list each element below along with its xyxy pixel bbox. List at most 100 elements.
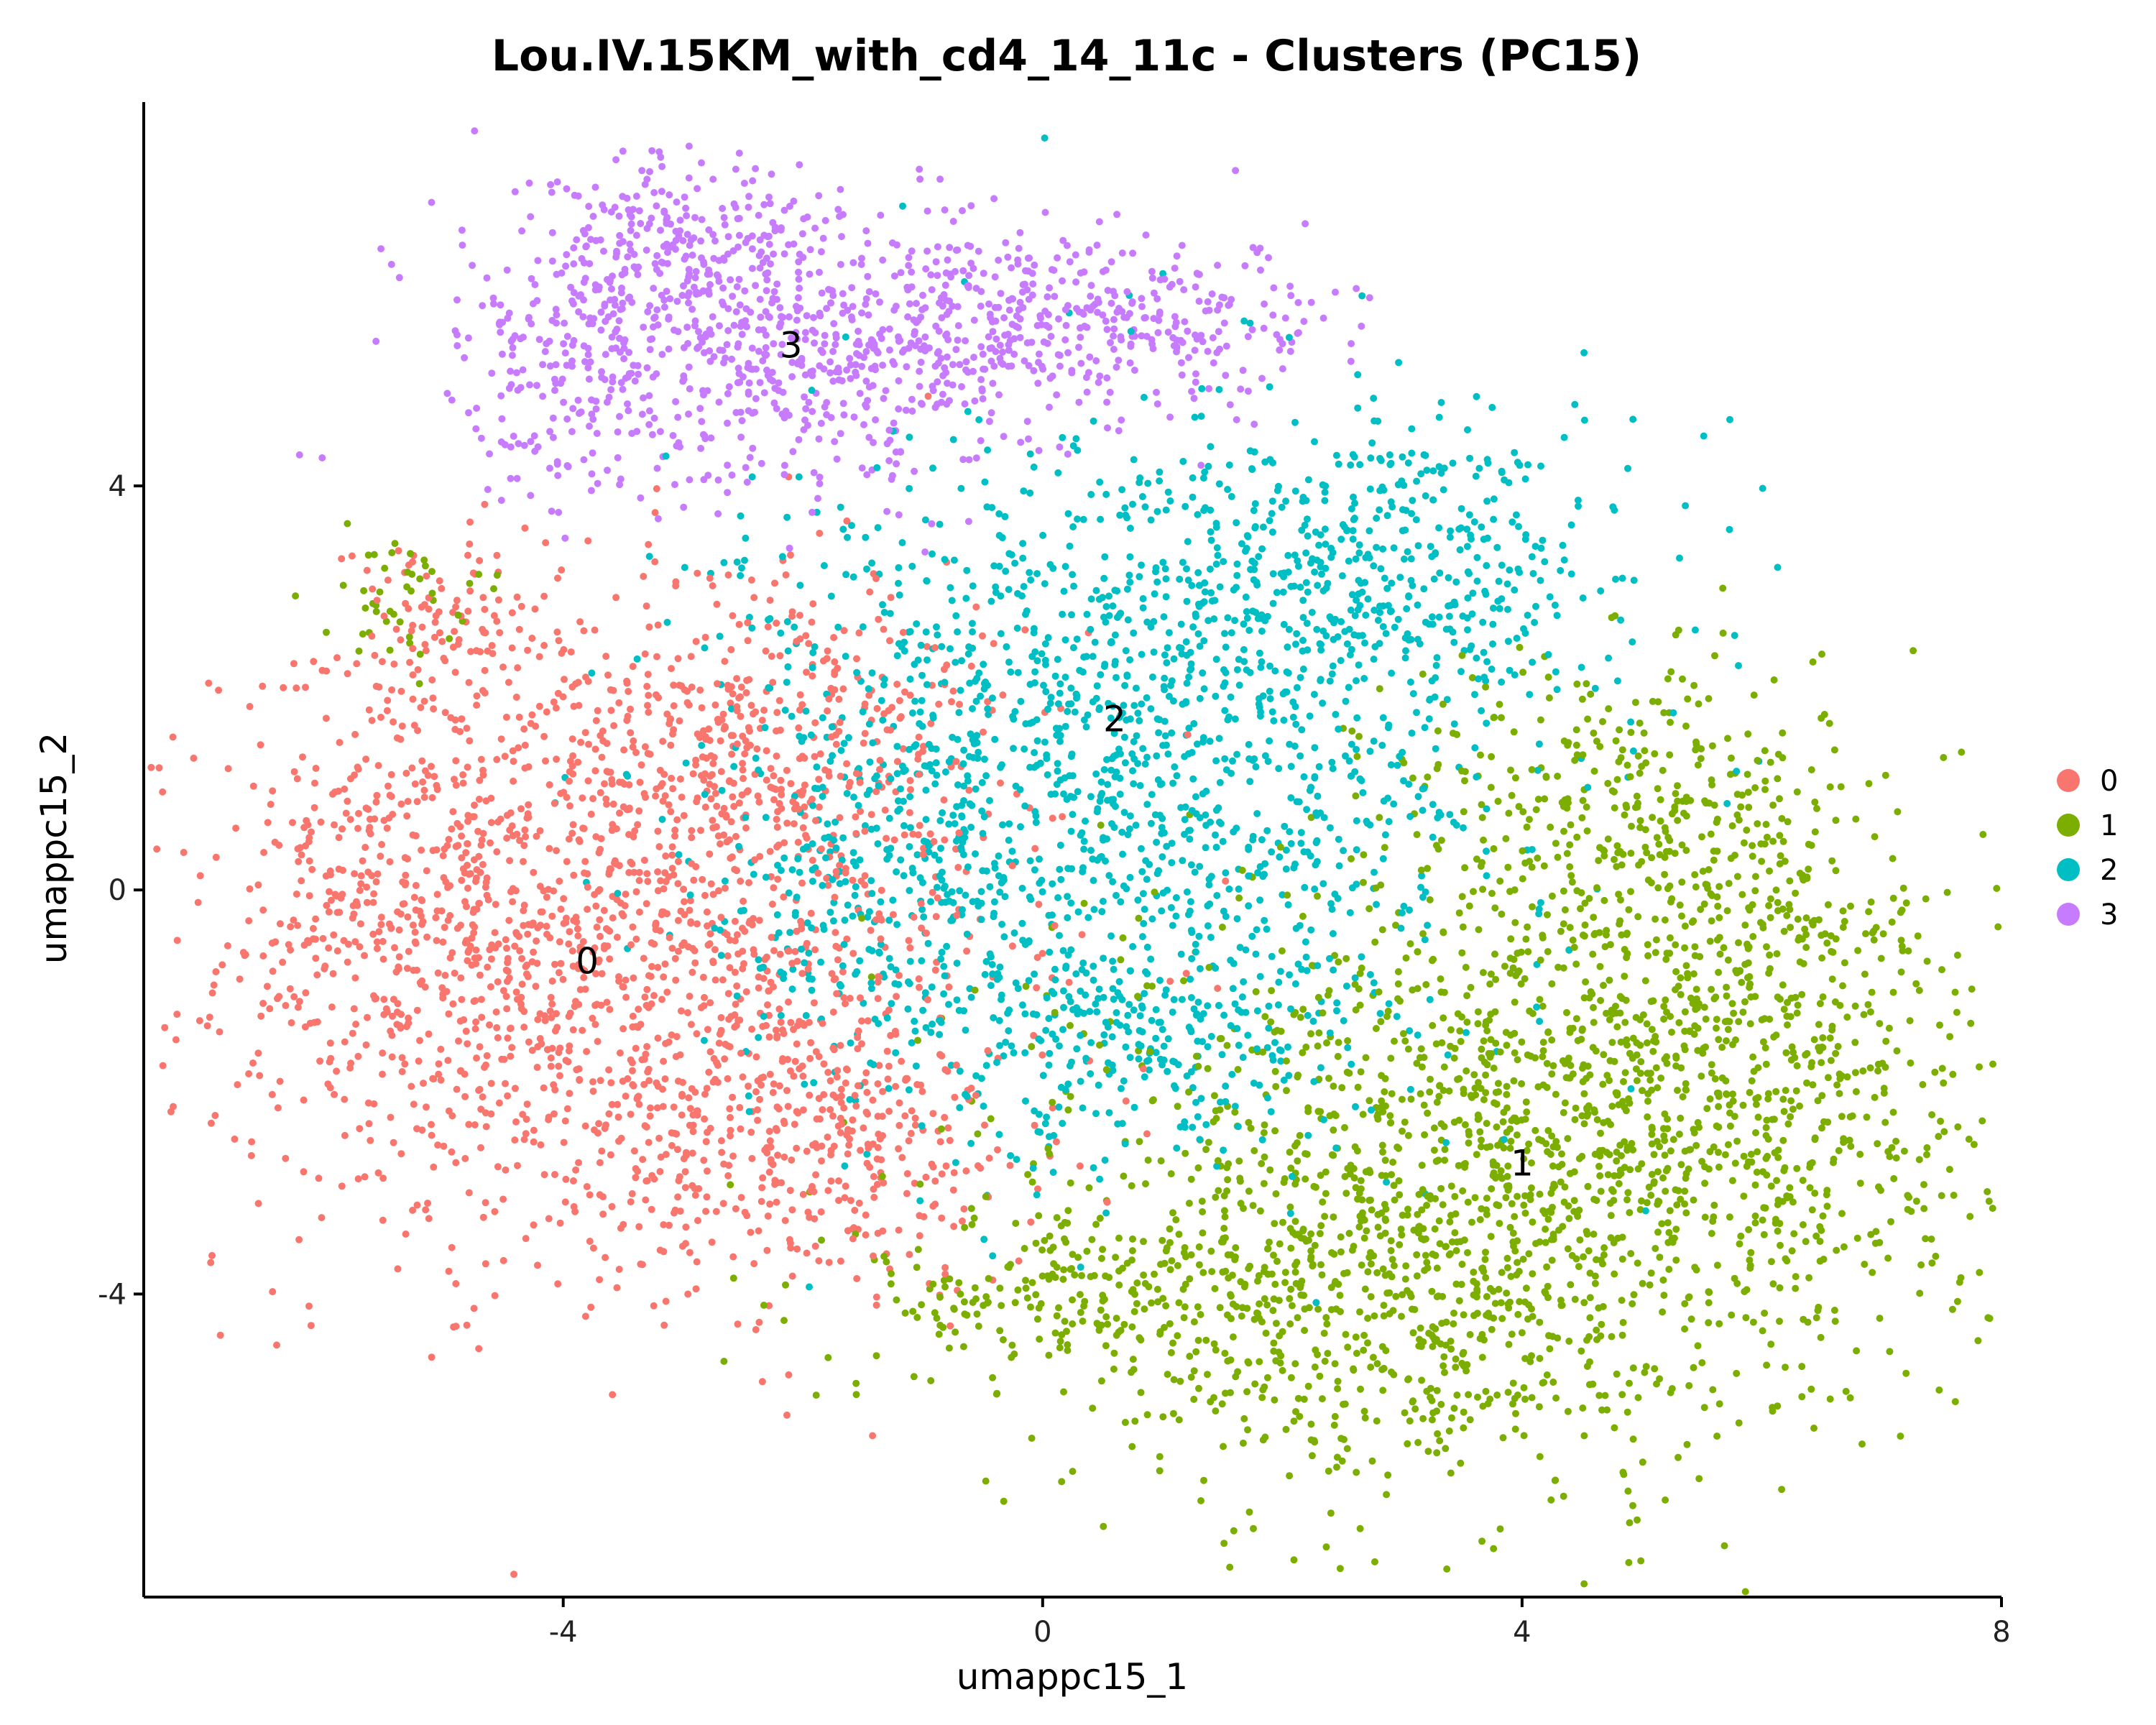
cell-point-cluster-1 — [1451, 1229, 1459, 1237]
cell-point-cluster-0 — [790, 1072, 798, 1080]
cell-point-cluster-0 — [452, 757, 460, 765]
cell-point-cluster-0 — [825, 695, 833, 703]
cell-point-cluster-0 — [333, 654, 341, 662]
cell-point-cluster-1 — [1713, 1432, 1721, 1440]
cell-point-cluster-0 — [524, 972, 532, 980]
cell-point-cluster-1 — [1623, 761, 1631, 769]
cell-point-cluster-2 — [1227, 693, 1235, 701]
cell-point-cluster-2 — [1012, 979, 1020, 987]
cell-point-cluster-2 — [1452, 578, 1460, 586]
cell-point-cluster-1 — [1249, 1202, 1257, 1210]
cell-point-cluster-2 — [820, 562, 828, 569]
cell-point-cluster-3 — [1143, 333, 1151, 340]
cell-point-cluster-2 — [1046, 948, 1054, 956]
cell-point-cluster-1 — [1433, 1098, 1441, 1106]
cell-point-cluster-0 — [356, 943, 364, 951]
cell-point-cluster-1 — [1475, 926, 1483, 934]
cell-point-cluster-2 — [996, 1041, 1003, 1049]
cell-point-cluster-0 — [635, 908, 643, 916]
cell-point-cluster-0 — [622, 1092, 630, 1100]
cell-point-cluster-0 — [1035, 901, 1043, 908]
cell-point-cluster-3 — [741, 287, 749, 295]
cell-point-cluster-3 — [975, 247, 982, 255]
cell-point-cluster-1 — [1733, 873, 1741, 880]
cell-point-cluster-2 — [1302, 579, 1310, 586]
cell-point-cluster-0 — [550, 799, 558, 807]
cell-point-cluster-1 — [1245, 1187, 1253, 1195]
cell-point-cluster-2 — [906, 793, 914, 801]
cell-point-cluster-3 — [737, 323, 745, 330]
cell-point-cluster-0 — [960, 1205, 968, 1213]
cell-point-cluster-2 — [1370, 395, 1378, 402]
cell-point-cluster-0 — [719, 1200, 727, 1208]
cell-point-cluster-1 — [1888, 918, 1896, 926]
cell-point-cluster-2 — [1490, 515, 1498, 523]
cell-point-cluster-2 — [1580, 416, 1588, 424]
cell-point-cluster-1 — [1493, 1201, 1501, 1209]
cell-point-cluster-0 — [591, 1126, 598, 1134]
cell-point-cluster-1 — [1535, 1136, 1543, 1144]
cell-point-cluster-3 — [608, 334, 616, 341]
cell-point-cluster-2 — [741, 556, 748, 564]
cell-point-cluster-0 — [398, 1068, 406, 1075]
cell-point-cluster-3 — [552, 305, 560, 313]
cell-point-cluster-0 — [1027, 1218, 1035, 1226]
cell-point-cluster-2 — [1409, 690, 1417, 698]
cell-point-cluster-1 — [1897, 968, 1905, 976]
cell-point-cluster-1 — [1830, 746, 1838, 754]
cell-point-cluster-2 — [874, 524, 882, 532]
cell-point-cluster-0 — [566, 802, 573, 810]
cell-point-cluster-1 — [1612, 1089, 1620, 1097]
cell-point-cluster-2 — [1269, 599, 1277, 607]
cell-point-cluster-3 — [985, 300, 992, 308]
cell-point-cluster-0 — [211, 1112, 219, 1119]
cell-point-cluster-3 — [991, 273, 999, 281]
cell-point-cluster-1 — [1223, 1187, 1231, 1195]
cell-point-cluster-1 — [1865, 908, 1873, 916]
cell-point-cluster-3 — [464, 334, 472, 342]
cell-point-cluster-3 — [954, 303, 962, 310]
cell-point-cluster-1 — [1323, 1320, 1331, 1328]
cell-point-cluster-2 — [1286, 828, 1294, 836]
cell-point-cluster-0 — [606, 1006, 614, 1013]
cell-point-cluster-0 — [232, 824, 240, 832]
cell-point-cluster-0 — [372, 798, 380, 806]
cell-point-cluster-0 — [452, 1280, 460, 1287]
cell-point-cluster-1 — [955, 1279, 963, 1287]
cell-point-cluster-3 — [525, 313, 533, 321]
cell-point-cluster-1 — [1902, 1369, 1910, 1377]
cell-point-cluster-2 — [1379, 602, 1387, 610]
cell-point-cluster-0 — [478, 836, 486, 844]
cell-point-cluster-1 — [1411, 1405, 1419, 1413]
cell-point-cluster-3 — [372, 337, 380, 345]
cell-point-cluster-3 — [962, 358, 970, 366]
cell-point-cluster-0 — [950, 1169, 958, 1177]
cell-point-cluster-2 — [1669, 709, 1677, 717]
cell-point-cluster-1 — [1368, 1206, 1376, 1214]
cell-point-cluster-0 — [808, 672, 816, 680]
cell-point-cluster-2 — [1304, 588, 1312, 596]
cell-point-cluster-1 — [1021, 1245, 1028, 1252]
cell-point-cluster-1 — [1920, 1205, 1928, 1213]
cell-point-cluster-0 — [563, 1105, 571, 1113]
cell-point-cluster-1 — [1811, 799, 1819, 806]
cell-point-cluster-3 — [1192, 370, 1199, 378]
cell-point-cluster-1 — [1601, 1392, 1609, 1399]
cell-point-cluster-2 — [1220, 682, 1227, 690]
cell-point-cluster-0 — [515, 625, 523, 633]
cell-point-cluster-3 — [888, 475, 895, 483]
cell-point-cluster-0 — [636, 778, 644, 786]
cell-point-cluster-0 — [449, 808, 457, 816]
cell-point-cluster-0 — [676, 775, 684, 783]
cell-point-cluster-1 — [1192, 1348, 1200, 1356]
cell-point-cluster-1 — [1904, 947, 1912, 954]
cell-point-cluster-1 — [1468, 1218, 1475, 1226]
cell-point-cluster-1 — [428, 568, 436, 576]
cell-point-cluster-1 — [1705, 1299, 1713, 1307]
cell-point-cluster-2 — [1404, 459, 1412, 467]
cell-point-cluster-1 — [1681, 1008, 1689, 1016]
cell-point-cluster-2 — [1052, 724, 1060, 732]
cell-point-cluster-0 — [776, 652, 784, 660]
cell-point-cluster-3 — [1016, 229, 1024, 236]
cell-point-cluster-0 — [632, 1044, 640, 1052]
